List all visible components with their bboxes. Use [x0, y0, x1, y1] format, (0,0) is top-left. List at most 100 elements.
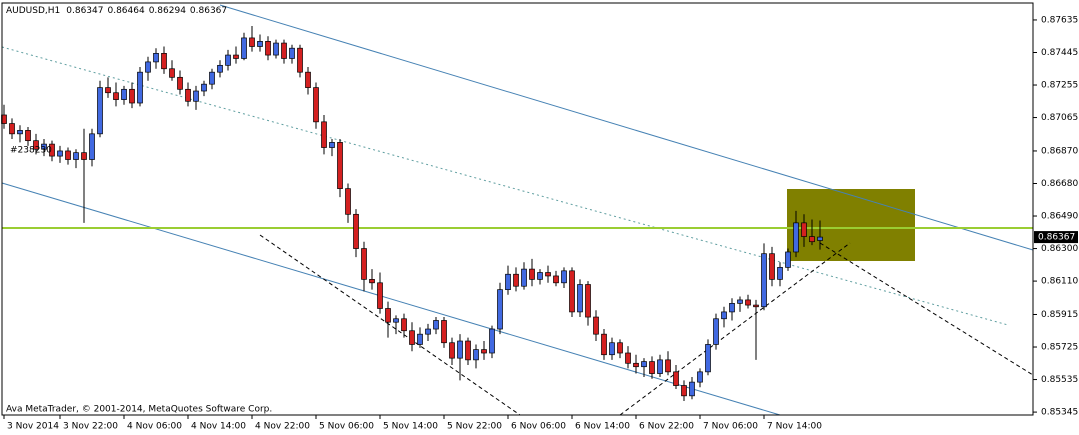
x-tick-label: 5 Nov 14:00 — [383, 422, 438, 432]
candle-body — [161, 52, 167, 70]
chart-header: AUDUSD,H1 0.86347 0.86464 0.86294 0.86367 — [6, 6, 227, 16]
candle-body — [497, 289, 503, 330]
candle-body — [89, 133, 95, 160]
header-high: 0.86464 — [107, 6, 144, 16]
candle-body — [681, 385, 687, 397]
candle-body — [481, 349, 487, 354]
order-label: #238230 — [10, 146, 52, 156]
candle-body — [409, 330, 415, 345]
candle-body — [393, 318, 399, 323]
candle-body — [609, 342, 615, 356]
header-open: 0.86347 — [66, 6, 103, 16]
x-tick-label: 3 Nov 22:00 — [63, 422, 118, 432]
candle-body — [9, 123, 15, 135]
symbol: AUDUSD,H1 — [6, 6, 60, 16]
header-low: 0.86294 — [149, 6, 186, 16]
candle-body — [529, 268, 535, 280]
candle-body — [545, 272, 551, 277]
candle-body — [553, 275, 559, 284]
candle-body — [113, 92, 119, 100]
candle-body — [473, 349, 479, 361]
candle-body — [657, 359, 663, 374]
candle-body — [49, 143, 55, 157]
candle-body — [57, 150, 63, 157]
candle-body — [809, 236, 815, 243]
candle-body — [145, 61, 151, 73]
candle-body — [345, 188, 351, 215]
x-tick-label: 6 Nov 14:00 — [575, 422, 630, 432]
candle-body — [337, 142, 343, 189]
candle-body — [817, 236, 823, 241]
candle-body — [713, 318, 719, 345]
x-tick-label: 4 Nov 06:00 — [127, 422, 182, 432]
candle-body — [193, 90, 199, 102]
header-close: 0.86367 — [190, 6, 227, 16]
y-tick-label: 0.86870 — [1041, 146, 1078, 156]
candle-body — [769, 253, 775, 280]
candle-body — [585, 284, 591, 318]
candle-body — [353, 213, 359, 249]
candle-body — [177, 76, 183, 90]
candle-body — [241, 37, 247, 59]
candle-body — [633, 362, 639, 368]
candle-body — [689, 381, 695, 397]
candle-body — [73, 152, 79, 160]
candle-body — [289, 47, 295, 59]
candle-body — [705, 344, 711, 373]
candle-body — [385, 308, 391, 323]
candle-body — [569, 270, 575, 313]
y-tick-label: 0.85725 — [1041, 343, 1078, 353]
candle-body — [81, 152, 87, 160]
candle-body — [137, 71, 143, 104]
candle-body — [233, 54, 239, 59]
x-tick-label: 5 Nov 22:00 — [447, 422, 502, 432]
candle-body — [369, 279, 375, 284]
y-tick-label: 0.87445 — [1041, 48, 1078, 58]
x-tick-label: 4 Nov 14:00 — [191, 422, 246, 432]
candle-body — [209, 71, 215, 85]
candle-body — [513, 273, 519, 287]
candle-body — [777, 267, 783, 280]
candle-body — [641, 361, 647, 368]
candle-body — [465, 340, 471, 361]
candle-body — [577, 284, 583, 313]
candle-body — [737, 299, 743, 304]
candle-body — [105, 87, 111, 94]
candle-body — [361, 248, 367, 280]
candle-body — [17, 130, 23, 135]
y-tick-label: 0.86110 — [1041, 277, 1078, 287]
candle-body — [673, 371, 679, 386]
candle-body — [281, 42, 287, 59]
candle-body — [721, 311, 727, 320]
candle-body — [617, 342, 623, 354]
candle-body — [505, 273, 511, 291]
candle-body — [41, 143, 47, 150]
candle-body — [121, 88, 127, 100]
price-label: 0.86367 — [1038, 233, 1075, 243]
candle-body — [593, 316, 599, 335]
x-tick-label: 7 Nov 06:00 — [703, 422, 758, 432]
candle-body — [273, 42, 279, 56]
candle-body — [129, 88, 135, 104]
y-tick-label: 0.86300 — [1041, 244, 1078, 254]
x-tick-label: 6 Nov 06:00 — [511, 422, 566, 432]
candle-body — [785, 251, 791, 268]
candle-body — [185, 88, 191, 102]
y-tick-label: 0.85915 — [1041, 310, 1078, 320]
price-label-box — [1034, 231, 1078, 244]
x-tick-label: 4 Nov 22:00 — [255, 422, 310, 432]
candle-body — [537, 272, 543, 280]
candles — [1, 25, 823, 401]
candle-body — [153, 52, 159, 63]
candle-body — [297, 47, 303, 73]
candle-body — [425, 328, 431, 335]
candle-body — [225, 54, 231, 66]
highlight-zone — [787, 189, 915, 261]
trend-line — [619, 242, 851, 416]
candle-body — [665, 359, 671, 373]
candle-body — [265, 41, 271, 56]
candle-body — [489, 328, 495, 354]
y-tick-label: 0.86680 — [1041, 179, 1078, 189]
candle-body — [561, 270, 567, 284]
